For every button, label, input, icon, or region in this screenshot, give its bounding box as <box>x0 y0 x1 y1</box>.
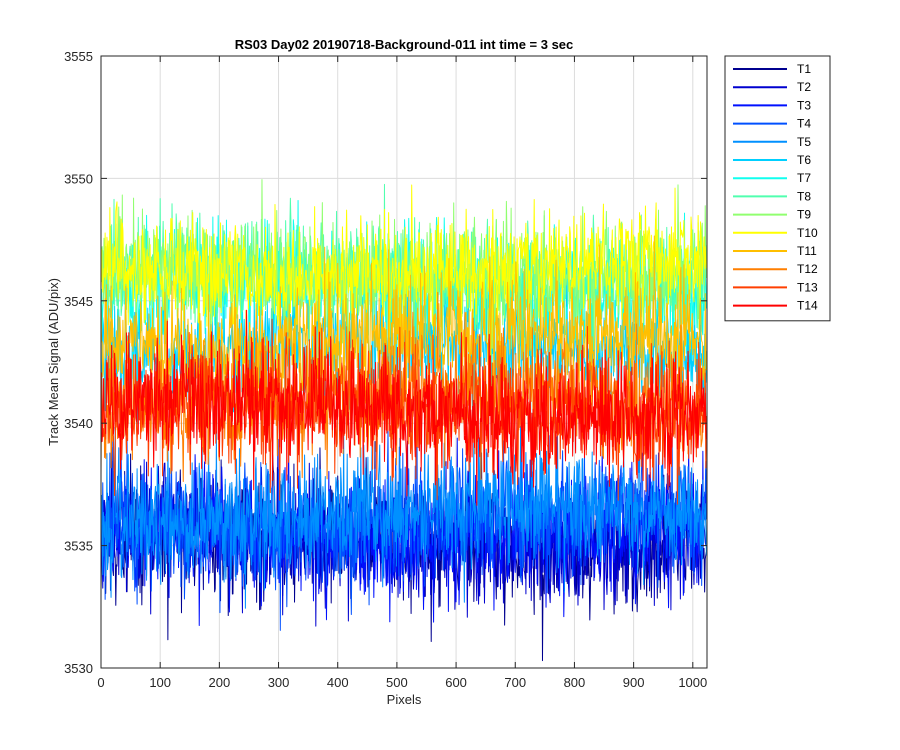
y-tick-label: 3540 <box>64 416 93 431</box>
x-tick-label: 600 <box>445 675 467 690</box>
y-tick-label: 3530 <box>64 661 93 676</box>
x-tick-label: 1000 <box>678 675 707 690</box>
x-axis-label: Pixels <box>387 692 422 707</box>
y-axis-label: Track Mean Signal (ADU/pix) <box>46 278 61 446</box>
x-tick-label: 700 <box>504 675 526 690</box>
legend-label-t8: T8 <box>797 189 811 203</box>
legend-label-t11: T11 <box>797 244 817 258</box>
chart-title: RS03 Day02 20190718-Background-011 int t… <box>235 37 574 52</box>
legend-label-t5: T5 <box>797 135 811 149</box>
x-tick-label: 900 <box>623 675 645 690</box>
series-line-t14 <box>100 309 707 506</box>
legend-label-t4: T4 <box>797 117 811 131</box>
legend-label-t3: T3 <box>797 98 811 112</box>
x-tick-label: 200 <box>209 675 231 690</box>
x-tick-label: 0 <box>97 675 104 690</box>
legend-label-t6: T6 <box>797 153 811 167</box>
legend-label-t2: T2 <box>797 80 811 94</box>
axis-ticks: 0 100 200 300 400 500 600 700 800 900 1000 3530 3535… <box>64 49 707 690</box>
y-tick-label: 3555 <box>64 49 93 64</box>
series-group <box>100 179 707 662</box>
legend-label-t13: T13 <box>797 280 818 294</box>
x-tick-label: 400 <box>327 675 349 690</box>
x-tick-label: 100 <box>149 675 171 690</box>
legend-box <box>724 55 831 322</box>
legend-label-t10: T10 <box>797 226 818 240</box>
y-tick-label: 3550 <box>64 171 93 186</box>
legend-label-t9: T9 <box>797 208 811 222</box>
y-tick-label: 3545 <box>64 294 93 309</box>
x-tick-label: 500 <box>386 675 408 690</box>
legend-label-t12: T12 <box>797 262 818 276</box>
legend: T1 T2 T3 T4 T5 T6 T7 T8 T9 T10 T11 T12 T13 T14 <box>724 55 831 322</box>
x-tick-label: 800 <box>564 675 586 690</box>
axes-box <box>100 55 708 669</box>
x-tick-label: 300 <box>268 675 290 690</box>
legend-label-t7: T7 <box>797 171 811 185</box>
legend-label-t1: T1 <box>797 62 811 76</box>
series-line-t9 <box>100 179 707 367</box>
legend-label-t14: T14 <box>797 299 818 313</box>
y-tick-label: 3535 <box>64 539 93 554</box>
series-line-t5 <box>100 413 707 609</box>
